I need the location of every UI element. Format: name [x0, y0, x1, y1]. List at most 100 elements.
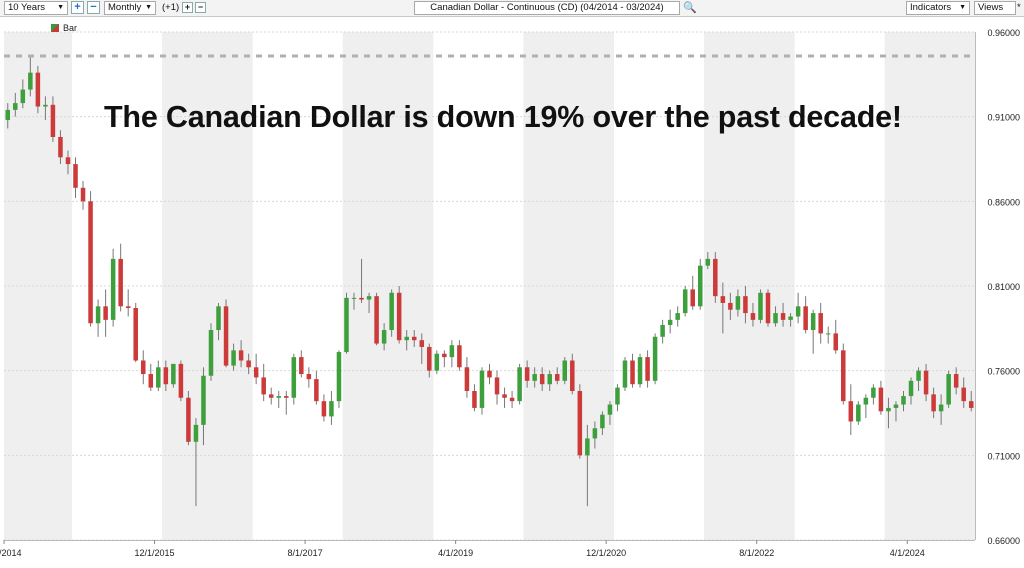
- candle-body: [750, 313, 756, 320]
- minus-icon: −: [197, 2, 204, 12]
- period-band: [523, 32, 532, 540]
- candle-body: [238, 350, 244, 361]
- candle-body: [434, 353, 440, 371]
- candle-body: [336, 352, 342, 402]
- candle-body: [532, 374, 537, 381]
- y-tick-label: 0.96000: [987, 28, 1020, 38]
- period-band: [967, 32, 976, 540]
- candle-body: [95, 306, 101, 324]
- period-band: [199, 32, 208, 540]
- candle-body: [374, 296, 379, 344]
- candle-body: [923, 370, 929, 395]
- candle-body: [675, 313, 680, 320]
- candle-body: [916, 370, 921, 381]
- candle-body: [878, 387, 884, 412]
- candle-body: [50, 104, 56, 137]
- candle-body: [968, 401, 974, 408]
- candle-body: [261, 377, 266, 395]
- candle-body: [577, 390, 583, 456]
- offset-increase-button[interactable]: +: [182, 2, 193, 13]
- period-band: [899, 32, 908, 540]
- candle-body: [13, 103, 18, 110]
- chart-area[interactable]: 0.96000 0.91000 0.86000 0.81000 0.76000 0.710…: [0, 18, 1024, 568]
- candle-body: [58, 136, 63, 158]
- plus-icon: +: [184, 2, 191, 12]
- candle-body: [765, 292, 771, 324]
- candle-body: [427, 346, 432, 371]
- candle-body: [570, 360, 575, 391]
- y-tick-label: 0.76000: [987, 367, 1020, 377]
- candle-body: [788, 316, 793, 320]
- star-icon[interactable]: *: [1017, 2, 1021, 13]
- price-chart[interactable]: 0.96000 0.91000 0.86000 0.81000 0.76000 0.710…: [0, 18, 1024, 568]
- views-button[interactable]: Views▼: [974, 1, 1016, 15]
- candle-body: [449, 345, 455, 358]
- zoom-out-button[interactable]: −: [87, 1, 100, 14]
- candle-body: [314, 379, 319, 402]
- period-band: [583, 32, 592, 540]
- search-icon[interactable]: 🔍: [683, 2, 697, 14]
- candle-body: [600, 414, 605, 429]
- dropdown-arrow-icon: ▼: [1005, 14, 1012, 15]
- candle-body: [284, 396, 289, 398]
- candle-body: [163, 367, 169, 385]
- candle-body: [193, 424, 199, 442]
- candle-body: [231, 350, 236, 366]
- candle-body: [442, 353, 447, 358]
- period-band: [11, 32, 20, 540]
- candle-body: [931, 394, 936, 412]
- indicators-button[interactable]: Indicators ▼: [906, 1, 970, 15]
- period-band: [410, 32, 419, 540]
- candle-body: [419, 340, 425, 347]
- candle-body: [103, 306, 108, 320]
- period-band: [387, 32, 396, 540]
- period-value: 10 Years: [8, 2, 45, 13]
- period-band: [538, 32, 547, 540]
- candle-body: [562, 360, 568, 381]
- candle-body: [479, 370, 485, 408]
- candle-body: [65, 157, 71, 165]
- series-legend[interactable]: Bar: [51, 23, 77, 33]
- candle-body: [524, 367, 530, 381]
- period-band: [342, 32, 351, 540]
- symbol-title: Canadian Dollar - Continuous (CD) (04/20…: [430, 2, 664, 13]
- candle-body: [472, 390, 477, 408]
- candle-body: [946, 374, 951, 405]
- period-band: [591, 32, 599, 540]
- candle-body: [690, 289, 695, 307]
- candle-body: [833, 333, 839, 351]
- candle-body: [961, 387, 966, 402]
- candle-body: [299, 357, 304, 375]
- zoom-in-button[interactable]: +: [71, 1, 84, 14]
- candle-body: [411, 336, 417, 341]
- candle-body: [660, 324, 665, 337]
- y-tick-label: 0.81000: [987, 282, 1020, 292]
- candle-body: [773, 313, 778, 324]
- symbol-title-field[interactable]: Canadian Dollar - Continuous (CD) (04/20…: [414, 1, 680, 15]
- period-select[interactable]: 10 Years ▼: [4, 1, 68, 15]
- period-band: [4, 32, 12, 540]
- candle-body: [43, 104, 48, 107]
- offset-label: (+1): [162, 2, 180, 13]
- bar-swatch-icon: [51, 24, 59, 32]
- candle-body: [728, 302, 733, 310]
- candle-body: [80, 187, 86, 202]
- y-tick-label: 0.66000: [987, 536, 1020, 546]
- candle-body: [585, 438, 590, 456]
- offset-decrease-button[interactable]: −: [195, 2, 206, 13]
- period-band: [530, 32, 539, 540]
- candle-body: [893, 404, 899, 408]
- candle-body: [810, 313, 816, 331]
- candle-body: [592, 428, 598, 439]
- toolbar: 10 Years ▼ + − Monthly ▼ (+1) + − Canadian…: [0, 0, 1024, 17]
- candle-body: [856, 404, 861, 422]
- candle-body: [291, 357, 297, 398]
- candle-body: [246, 360, 251, 368]
- x-tick-label: 4/1/2014: [0, 548, 22, 558]
- interval-select[interactable]: Monthly ▼: [104, 1, 156, 15]
- candle-body: [276, 396, 281, 398]
- period-band: [786, 32, 795, 540]
- period-band: [34, 32, 42, 540]
- period-band: [207, 32, 216, 540]
